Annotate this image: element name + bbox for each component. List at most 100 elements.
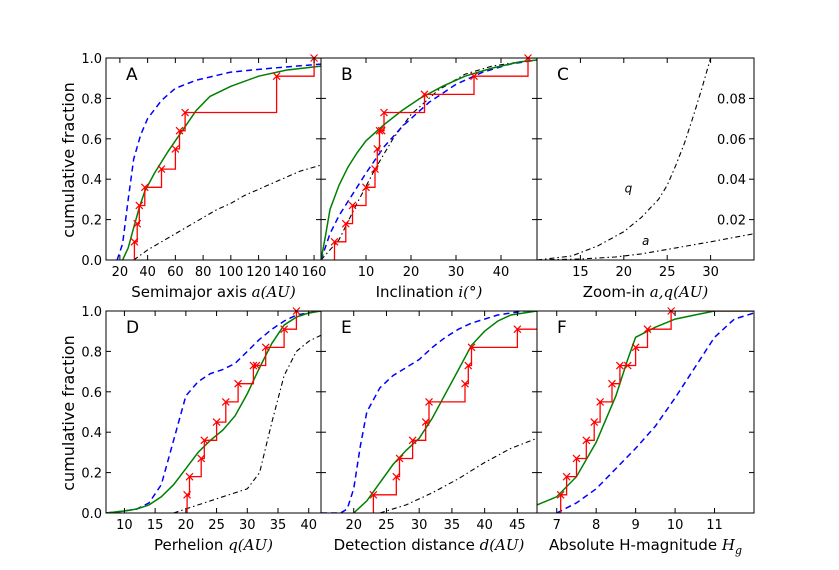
plot-area-A (116, 58, 321, 260)
point-marker-B-0 (330, 237, 339, 246)
point-marker-B-10 (470, 72, 478, 81)
xtick-label-D-4: 30 (239, 518, 256, 533)
xtick-label-E-2: 30 (411, 518, 428, 533)
point-marker-B-7 (377, 126, 386, 135)
ytick-label-C-2: 0.06 (717, 133, 746, 148)
ytick-label-C-0: 0.02 (717, 214, 746, 229)
xtick-label-F-1: 8 (592, 518, 600, 533)
xlabel-text-C: Zoom-in (583, 283, 650, 301)
xlabel-math-B: i(°) (458, 283, 482, 301)
xlabel-math-A: a(AU) (252, 283, 296, 301)
ytick-label-D-3: 0.6 (81, 386, 102, 401)
series-A-blue (116, 63, 321, 260)
xlabel-math-C: a,q(AU) (650, 283, 709, 301)
point-marker-B-1 (341, 219, 350, 228)
xlabel-text-F: Absolute H-magnitude (549, 536, 722, 554)
ytick-label-A-2: 0.4 (81, 173, 102, 188)
series-E-steps (372, 328, 537, 513)
series-F-green (537, 311, 754, 506)
xlabel-B: Inclination i(°) (376, 283, 483, 301)
ytick-label-A-1: 0.2 (81, 214, 102, 229)
xtick-label-D-1: 15 (147, 518, 164, 533)
plot-area-B (321, 58, 537, 260)
point-marker-F-1 (562, 472, 571, 481)
xlabel-F: Absolute H-magnitude Hg (549, 536, 742, 557)
point-marker-E-7 (464, 361, 473, 370)
series-F-steps (560, 311, 754, 513)
panel-label-C: C (557, 65, 569, 85)
xtick-label-B-1: 20 (403, 265, 420, 280)
point-marker-B-3 (362, 183, 370, 192)
series-D-black (173, 334, 321, 513)
series-D-steps (186, 311, 321, 513)
point-marker-E-6 (461, 379, 469, 388)
point-marker-E-9 (513, 325, 522, 334)
ytick-label-D-5: 1.0 (81, 305, 102, 320)
point-marker-F-10 (643, 325, 652, 334)
point-marker-B-6 (375, 126, 384, 135)
panel-C: 15 20 25 30 0.02 0.04 0.06 0.08 Cq a Zoom-in a,q(A… (536, 57, 755, 301)
axes-frame-F (536, 310, 755, 514)
series-B-green (321, 59, 537, 260)
panels: 20 40 60 80 100 120 140 160 0.0 0.2 0.4 0.6 0.8 1.0 A S… (81, 52, 755, 557)
point-marker-D-10 (280, 325, 289, 334)
xlabel-E: Detection distance d(AU) (334, 536, 525, 554)
ylabel-bottom: cumulative fraction (59, 335, 78, 491)
xlabel-text-E: Detection distance (334, 536, 480, 554)
xtick-label-E-0: 20 (345, 518, 362, 533)
point-marker-F-6 (608, 379, 616, 388)
point-marker-A-0 (130, 237, 139, 246)
ytick-label-A-5: 1.0 (81, 52, 102, 67)
series-D-green (106, 311, 321, 513)
plot-area-C (537, 58, 754, 260)
xtick-label-F-4: 11 (706, 518, 723, 533)
ytick-label-D-2: 0.4 (81, 426, 102, 441)
series-B-black (321, 59, 537, 260)
xtick-label-A-2: 60 (167, 265, 184, 280)
point-marker-F-2 (572, 454, 581, 463)
point-marker-E-0 (369, 490, 378, 499)
point-marker-F-4 (590, 418, 599, 427)
ytick-label-A-4: 0.8 (81, 92, 102, 107)
panel-label-F: F (557, 318, 567, 338)
xtick-label-B-2: 30 (448, 265, 465, 280)
panel-A: 20 40 60 80 100 120 140 160 0.0 0.2 0.4 0.6 0.8 1.0 A S… (81, 52, 326, 301)
point-marker-B-9 (420, 90, 429, 99)
point-marker-D-1 (185, 472, 194, 481)
xtick-label-D-6: 40 (300, 518, 317, 533)
xtick-label-F-3: 10 (667, 518, 684, 533)
point-marker-E-2 (395, 454, 404, 463)
point-marker-D-5 (221, 397, 230, 406)
xlabel-sub-F: g (735, 544, 742, 557)
ylabel-top-text: cumulative fraction (59, 82, 78, 238)
xlabel-A: Semimajor axis a(AU) (131, 283, 296, 301)
point-marker-A-1 (133, 219, 142, 228)
ylabel-bottom-text: cumulative fraction (59, 335, 78, 491)
panel-label-E: E (341, 318, 352, 338)
point-marker-F-3 (582, 436, 591, 445)
point-marker-B-8 (380, 108, 388, 117)
point-marker-E-3 (408, 436, 417, 445)
series-B-steps (333, 58, 537, 260)
panel-E: 20 25 30 35 40 45 E Detection distance d(AU) (320, 310, 538, 554)
point-marker-A-6 (175, 126, 184, 135)
point-marker-F-7 (615, 361, 624, 370)
xlabel-text-A: Semimajor axis (131, 283, 251, 301)
xtick-label-A-6: 140 (274, 265, 299, 280)
plot-area-E (321, 311, 537, 513)
series-B-blue (321, 59, 537, 260)
axes-frame-D (105, 310, 322, 514)
point-marker-A-8 (272, 72, 281, 81)
series-E-blue (321, 311, 537, 513)
xtick-label-E-4: 40 (476, 518, 493, 533)
panel-label-D: D (126, 318, 139, 338)
xlabel-math-E: d(AU) (480, 536, 525, 554)
xtick-label-D-5: 35 (270, 518, 287, 533)
series-A-black (133, 164, 321, 260)
xtick-label-C-1: 20 (616, 265, 633, 280)
point-marker-D-6 (234, 379, 242, 388)
panel-F: 7 8 9 10 11 F Absolute H-magnitude Hg (536, 307, 755, 557)
point-marker-B-2 (348, 201, 357, 210)
point-marker-D-7 (249, 361, 258, 370)
